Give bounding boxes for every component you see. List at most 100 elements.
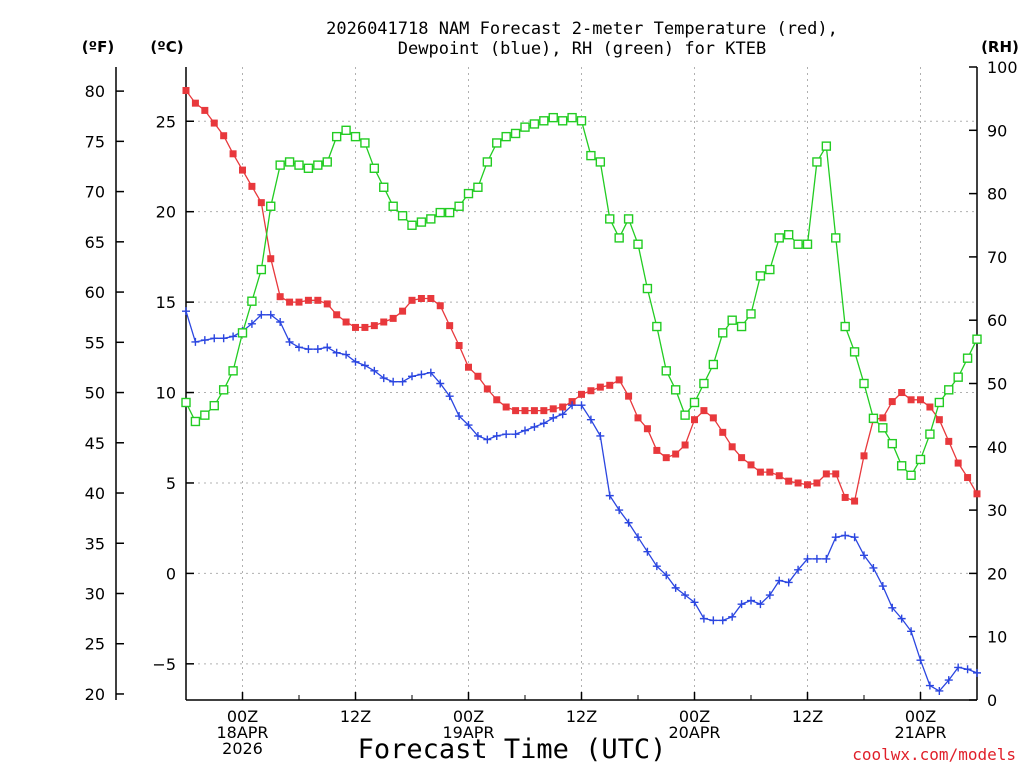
rh-point bbox=[275, 160, 285, 170]
fahrenheit-tick-label: 70 bbox=[85, 183, 105, 202]
temperature-point bbox=[229, 150, 237, 158]
time-tick-label: 20APR bbox=[668, 723, 720, 742]
dewpoint-point bbox=[464, 421, 473, 430]
temperature-point bbox=[549, 405, 557, 413]
rh-point bbox=[670, 385, 681, 395]
dewpoint-point bbox=[775, 576, 784, 585]
rh-point bbox=[388, 201, 398, 211]
time-tick-label: 00Z bbox=[453, 707, 484, 726]
rh-point bbox=[426, 214, 436, 224]
temperature-point bbox=[483, 385, 491, 393]
dewpoint-point bbox=[709, 616, 718, 625]
temperature-point bbox=[653, 446, 661, 454]
dewpoint-point bbox=[568, 401, 577, 410]
credit-link[interactable]: coolwx.com/models bbox=[852, 745, 1016, 764]
rh-point bbox=[209, 400, 219, 411]
rh-point bbox=[237, 328, 248, 338]
rh-point bbox=[256, 264, 267, 275]
rh-point bbox=[284, 157, 295, 167]
time-tick-label: 21APR bbox=[894, 723, 946, 742]
rh-point bbox=[181, 397, 191, 408]
dewpoint-point bbox=[257, 310, 266, 319]
dewpoint-point bbox=[690, 598, 699, 607]
rh-point bbox=[444, 207, 455, 218]
dewpoint-point bbox=[831, 533, 840, 542]
temperature-point bbox=[700, 407, 708, 415]
rh-point bbox=[435, 207, 445, 218]
temperature-point bbox=[257, 199, 265, 207]
fahrenheit-tick-label: 30 bbox=[85, 584, 105, 603]
dewpoint-point bbox=[662, 571, 671, 580]
dewpoint-point bbox=[219, 334, 228, 343]
temperature-point bbox=[323, 300, 331, 308]
fahrenheit-unit-label: (ºF) bbox=[82, 38, 114, 56]
dewpoint-point bbox=[408, 372, 416, 381]
temperature-point bbox=[474, 372, 482, 380]
dewpoint-point bbox=[615, 506, 624, 515]
time-tick-label: 00Z bbox=[679, 707, 710, 726]
temperature-point bbox=[747, 461, 755, 469]
dewpoint-point bbox=[869, 563, 878, 572]
rh-point bbox=[586, 150, 596, 161]
dewpoint-point bbox=[794, 565, 803, 574]
time-tick-label: 12Z bbox=[340, 707, 371, 726]
x-axis-title: Forecast Time (UTC) bbox=[358, 734, 667, 765]
time-tick-label: 00Z bbox=[905, 707, 936, 726]
rh-tick-label: 50 bbox=[987, 375, 1007, 394]
dewpoint-point bbox=[737, 600, 746, 609]
rh-point bbox=[962, 353, 973, 363]
rh-point bbox=[605, 214, 615, 224]
rh-point bbox=[369, 163, 380, 173]
temperature-point bbox=[728, 443, 736, 451]
rh-point bbox=[510, 128, 521, 139]
dewpoint-point bbox=[681, 591, 690, 600]
chart-title-line-1: 2026041718 NAM Forecast 2-meter Temperat… bbox=[326, 19, 838, 39]
axes: −5 0 5 10 15 20 25 20 25 30 35 40 45 50 55 60 65 70 75 80 0 1… bbox=[85, 58, 1018, 758]
temperature-point bbox=[813, 479, 821, 487]
rh-point bbox=[859, 378, 869, 389]
rh-point bbox=[699, 378, 709, 389]
dewpoint-point bbox=[389, 377, 398, 386]
temperature-point bbox=[719, 428, 727, 436]
rh-point bbox=[868, 413, 879, 424]
temperature-point bbox=[502, 403, 510, 411]
dewpoint-point bbox=[426, 368, 435, 377]
rh-point bbox=[473, 182, 483, 192]
rh-point bbox=[727, 315, 737, 325]
temperature-point bbox=[691, 416, 698, 424]
dewpoint-point bbox=[963, 665, 972, 674]
rh-point bbox=[492, 138, 502, 148]
temperature-point bbox=[879, 414, 887, 422]
rh-point bbox=[708, 359, 719, 370]
dewpoint-point bbox=[907, 627, 916, 636]
fahrenheit-tick-label: 55 bbox=[85, 333, 105, 352]
temperature-point bbox=[888, 398, 896, 406]
temperature-point bbox=[370, 322, 378, 330]
rh-point bbox=[228, 366, 238, 376]
rh-point bbox=[313, 160, 323, 170]
rh-point bbox=[774, 233, 784, 243]
dewpoint-point bbox=[191, 337, 200, 346]
fahrenheit-tick-label: 60 bbox=[85, 283, 105, 302]
dewpoint-point bbox=[897, 614, 906, 623]
temperature-point bbox=[455, 342, 463, 350]
dewpoint-point bbox=[596, 431, 605, 440]
temperature-point bbox=[662, 454, 670, 462]
celsius-tick-label: 15 bbox=[156, 293, 176, 312]
temperature-point bbox=[785, 477, 793, 485]
temperature-point bbox=[446, 322, 454, 330]
rh-point bbox=[746, 309, 756, 319]
temperature-point bbox=[766, 468, 774, 476]
temperature-point bbox=[493, 396, 501, 404]
temperature-point bbox=[945, 437, 953, 445]
dewpoint-point bbox=[492, 431, 501, 440]
rh-point bbox=[718, 328, 728, 338]
dewpoint-point bbox=[295, 343, 303, 352]
rh-point bbox=[661, 366, 671, 376]
dewpoint-point bbox=[313, 345, 322, 354]
temperature-point bbox=[333, 311, 341, 319]
rh-point bbox=[218, 385, 229, 395]
temperature-point bbox=[248, 182, 256, 190]
dewpoint-point bbox=[455, 412, 464, 421]
